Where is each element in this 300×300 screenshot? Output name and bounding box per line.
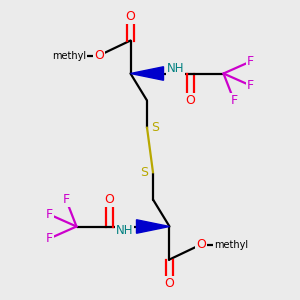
Text: O: O (126, 10, 135, 23)
Text: F: F (62, 193, 70, 206)
Text: NH: NH (167, 62, 184, 76)
Polygon shape (136, 220, 169, 233)
Text: O: O (105, 193, 114, 206)
Text: F: F (247, 55, 254, 68)
Text: S: S (152, 121, 160, 134)
Text: NH: NH (116, 224, 134, 238)
Text: F: F (46, 232, 53, 245)
Text: O: O (186, 94, 195, 107)
Text: F: F (247, 79, 254, 92)
Text: methyl: methyl (52, 50, 86, 61)
Polygon shape (130, 67, 164, 80)
Text: O: O (94, 49, 104, 62)
Text: O: O (196, 238, 206, 251)
Text: O: O (165, 277, 174, 290)
Text: S: S (140, 166, 148, 179)
Text: methyl: methyl (214, 239, 248, 250)
Text: F: F (230, 94, 238, 107)
Text: F: F (46, 208, 53, 221)
